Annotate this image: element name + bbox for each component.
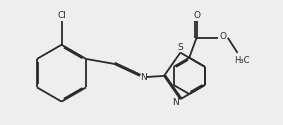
Text: N: N [172,98,179,106]
Text: S: S [177,43,183,52]
Text: N: N [140,73,147,82]
Text: O: O [219,32,226,41]
Text: Cl: Cl [57,11,66,20]
Text: H₃C: H₃C [234,56,250,65]
Text: O: O [193,11,200,20]
